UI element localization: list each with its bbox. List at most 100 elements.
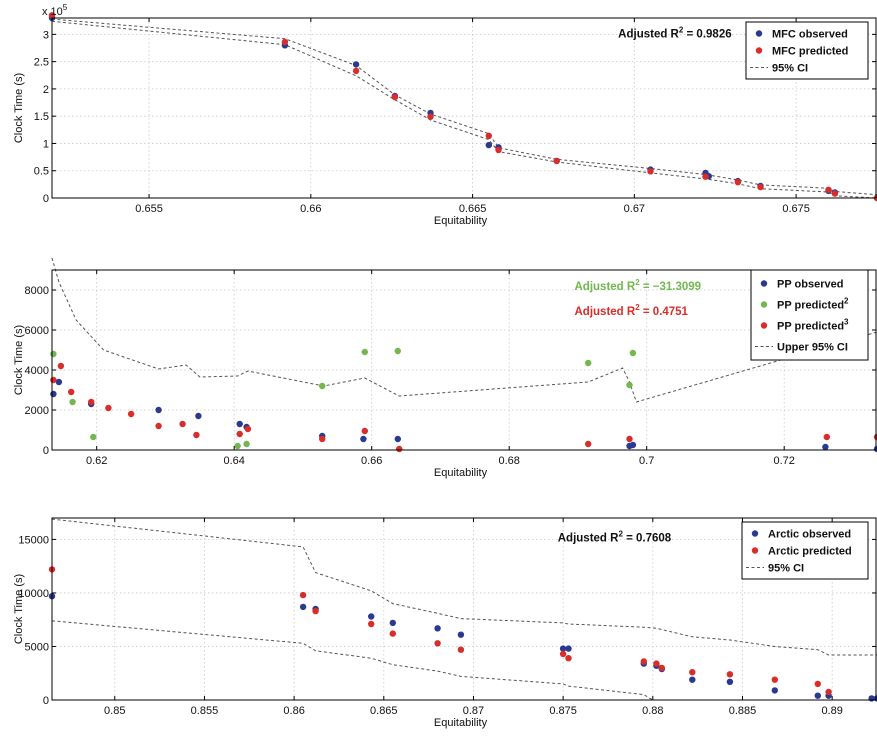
x-tick-label: 0.86 [283, 705, 304, 717]
x-tick-label: 0.855 [191, 705, 219, 717]
y-tick-label: 1 [43, 138, 49, 150]
plot-area [52, 270, 877, 450]
legend-marker [751, 547, 759, 554]
y-tick-label: 1.5 [34, 111, 49, 123]
y-tick-label: 0.5 [34, 166, 49, 178]
y-tick-label: 8000 [25, 285, 49, 297]
data-point [127, 410, 135, 418]
r-squared-annotation: Adjusted R2 = −31.3099 [575, 278, 702, 293]
data-point [647, 168, 654, 175]
y-tick-label: 0 [43, 695, 49, 707]
legend-marker [760, 280, 768, 287]
data-point [495, 146, 502, 154]
data-point [155, 422, 162, 430]
data-point [585, 359, 592, 367]
y-tick-label: 10000 [18, 588, 49, 600]
data-point [90, 433, 97, 441]
legend-label: 95% CI [772, 63, 808, 75]
data-point [823, 433, 830, 441]
legend-label: Upper 95% CI [777, 342, 848, 354]
legend-label: PP predicted3 [777, 318, 849, 333]
x-tick-label: 0.68 [498, 455, 519, 467]
data-point [658, 664, 665, 672]
data-point [457, 631, 465, 638]
chart-3: 0.85 0.855 0.86 0.865 0.87 0.875 0.88 0.885 0.89… [13, 517, 877, 729]
data-point [629, 349, 637, 357]
legend-marker [760, 301, 768, 308]
y-tick-label: 2000 [25, 405, 49, 417]
y-tick-label: 4000 [25, 365, 49, 377]
y-exponent-label: x 105 [42, 3, 68, 18]
legend-label: PP observed [777, 279, 843, 291]
data-point [155, 406, 162, 414]
legend-marker [760, 322, 768, 329]
y-exponent-power: 5 [63, 3, 68, 12]
x-tick-label: 0.7 [639, 455, 654, 467]
data-point [831, 190, 839, 197]
r-squared-annotation: Adjusted R2 = 0.4751 [575, 303, 689, 318]
data-point [69, 398, 76, 406]
data-point [50, 390, 57, 398]
x-tick-label: 0.67 [624, 203, 645, 215]
data-point [771, 676, 778, 683]
ci-line [51, 18, 877, 196]
data-point [352, 67, 360, 75]
data-point [457, 646, 465, 653]
data-point [391, 93, 399, 101]
legend: Arctic observed Arctic predicted 95% CI [741, 521, 869, 580]
data-point [553, 157, 560, 165]
data-point [368, 620, 375, 628]
x-tick-label: 0.85 [104, 705, 125, 717]
data-point [55, 378, 63, 386]
r-squared-annotation: Adjusted R2 = 0.9826 [618, 26, 731, 41]
data-point [179, 420, 186, 428]
data-point [825, 186, 832, 193]
data-point [389, 619, 396, 627]
data-point [243, 440, 250, 448]
data-point [234, 442, 241, 450]
x-tick-label: 0.88 [642, 705, 663, 717]
x-tick-label: 0.72 [773, 455, 794, 467]
data-point [57, 362, 65, 370]
data-point [771, 687, 778, 694]
x-axis-label: Equitability [434, 717, 488, 729]
plot-area [52, 518, 877, 700]
y-axis-label: Clock Time (s) [13, 73, 25, 143]
x-axis-label: Equitability [434, 215, 488, 227]
data-point [312, 607, 319, 615]
data-point [368, 613, 375, 620]
ci-line [51, 257, 877, 403]
x-tick-label: 0.665 [459, 203, 487, 215]
axes-box [51, 517, 877, 701]
data-point [193, 431, 200, 439]
ci-line [51, 518, 877, 656]
x-tick-label: 0.885 [729, 705, 757, 717]
legend-label: MFC observed [772, 29, 848, 41]
x-tick-label: 0.64 [223, 455, 244, 467]
chart-1: 0.655 0.66 0.665 0.67 0.675 0 0.5 1 1.5 2 2.5 3 x 10… [13, 3, 877, 227]
data-point [68, 388, 75, 396]
data-point [434, 625, 441, 632]
legend-label: Arctic predicted [768, 546, 852, 558]
data-point [361, 348, 368, 356]
legend-label: PP predicted2 [777, 297, 849, 312]
data-point [427, 113, 434, 120]
data-point [88, 398, 95, 406]
x-tick-label: 0.66 [361, 455, 382, 467]
x-tick-label: 0.865 [370, 705, 398, 717]
data-point [726, 678, 734, 685]
legend-marker [751, 530, 759, 537]
data-point [629, 441, 637, 449]
x-axis-label: Equitability [434, 467, 488, 479]
data-point [814, 692, 821, 699]
data-point [281, 38, 289, 46]
legend-marker [755, 47, 763, 54]
data-point [565, 645, 572, 652]
x-tick-label: 0.655 [135, 203, 163, 215]
y-tick-label: 6000 [25, 325, 49, 337]
data-point [360, 435, 367, 443]
data-point [299, 603, 307, 611]
data-point [825, 688, 832, 696]
data-point [434, 640, 441, 647]
